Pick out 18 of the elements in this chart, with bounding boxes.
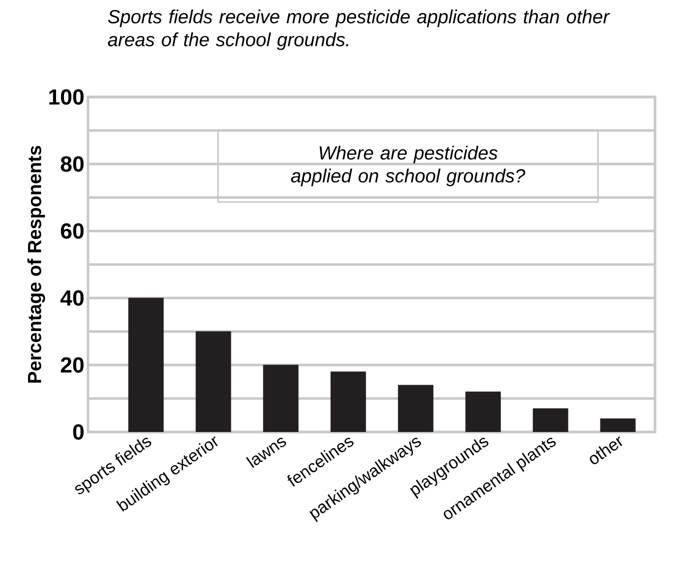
bar [465,392,501,432]
bar [600,418,636,432]
chart-title: Sports fields receive more pesticide applications than other areas of the school grounds. [108,10,610,50]
x-tick-label: other [590,436,622,464]
y-tick-label: 60 [60,223,84,239]
bar [330,371,366,432]
bar [263,364,299,432]
bar [128,298,164,432]
y-axis-title: Percentage of Responents [27,146,46,383]
bar [398,384,434,432]
y-tick-label: 40 [60,290,84,306]
annotation: Where are pesticides applied on school grounds? [291,146,526,186]
bar [196,331,232,432]
bar [532,408,568,432]
y-tick-label: 20 [60,357,84,373]
y-tick-label: 0 [73,424,84,440]
y-tick-label: 80 [60,156,84,172]
y-tick-label: 100 [49,89,84,105]
